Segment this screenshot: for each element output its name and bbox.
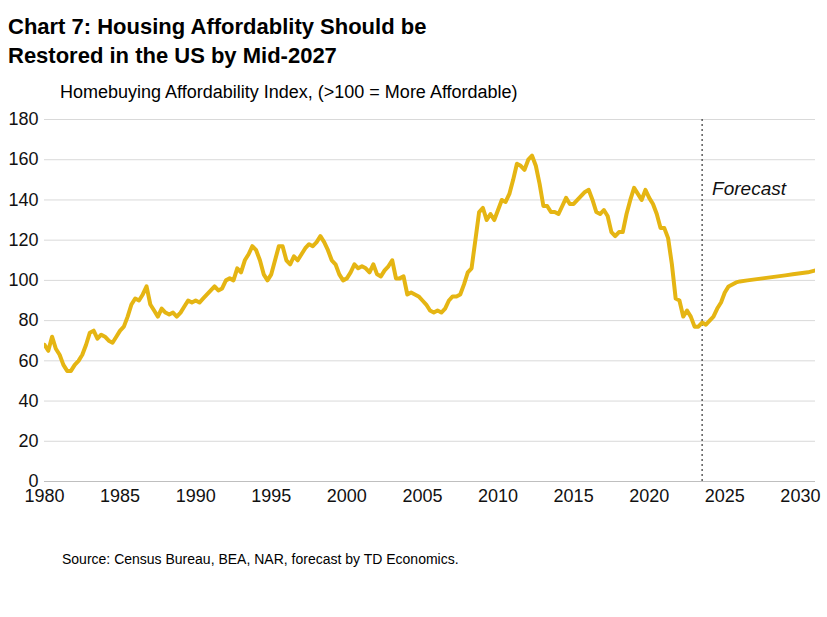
html-text:Homebuying Affordability Index: Homebuying Affordability Index, (>100 = … — [60, 82, 518, 102]
svg-text:60: 60 — [18, 351, 38, 371]
svg-text:2030: 2030 — [780, 486, 820, 506]
svg-text:2010: 2010 — [478, 486, 518, 506]
svg-text:1980: 1980 — [24, 486, 65, 507]
svg-text:140: 140 — [8, 190, 38, 210]
html-text:Source: Census Bureau, BEA, NA: Source: Census Bureau, BEA, NAR, forecas… — [62, 551, 459, 567]
svg-text:120: 120 — [8, 230, 38, 250]
svg-text:80: 80 — [18, 310, 38, 330]
svg-text:160: 160 — [8, 149, 38, 169]
svg-text:20: 20 — [18, 431, 38, 451]
svg-text:0: 0 — [28, 471, 38, 491]
html-text:Chart 7: Housing Affordablity: Chart 7: Housing Affordablity Should be … — [8, 14, 427, 68]
svg-text:2000: 2000 — [327, 486, 367, 506]
svg-text:100: 100 — [8, 270, 38, 290]
svg-text:1985: 1985 — [100, 486, 140, 506]
svg-text:2020: 2020 — [629, 486, 669, 506]
svg-text:1990: 1990 — [176, 486, 216, 506]
svg-text:2005: 2005 — [402, 486, 442, 506]
svg-text:2025: 2025 — [705, 486, 745, 506]
svg-text:180: 180 — [8, 109, 38, 129]
svg-text:2015: 2015 — [554, 486, 594, 506]
svg-text:40: 40 — [18, 391, 38, 411]
svg-text:1995: 1995 — [251, 486, 291, 506]
svg-text:Forecast: Forecast — [712, 178, 787, 199]
